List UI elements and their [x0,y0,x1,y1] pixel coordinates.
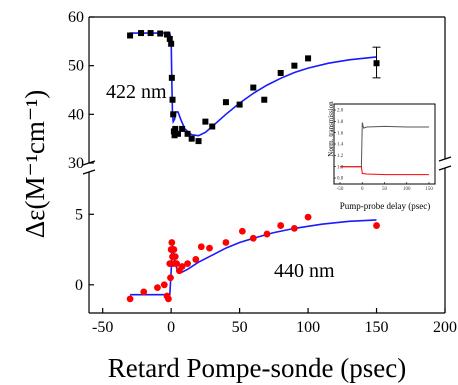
data-point-422 [195,138,202,145]
data-point-422 [179,125,186,132]
series-422-points [127,30,380,145]
x-axis-label: Retard Pompe-sonde (psec) [108,353,406,383]
x-tick-label: 150 [365,319,389,336]
inset-x-tick-label: 100 [403,187,411,192]
data-point-440 [206,244,213,252]
data-point-422 [277,69,284,76]
data-point-422 [175,130,181,137]
inset-chart: -50 0 50 100 150 0.8 1.0 1.2 1.4 1.6 1.8 2.0 Norm. … [327,101,436,211]
data-point-440 [173,260,181,268]
data-point-440 [290,225,298,232]
data-point-422 [236,101,243,108]
inset-y-tick-label: 1.8 [337,120,344,125]
data-point-440 [197,243,205,251]
inset-x-label: Pump-probe delay (psec) [340,201,430,211]
data-point-440 [167,274,174,282]
inset-x-tick-label: 0 [361,187,364,192]
data-point-440 [222,239,230,246]
data-point-422 [157,30,164,37]
data-point-440 [170,246,178,253]
inset-y-label: Norm. transmission [327,101,335,157]
inset-x-tick-label: -50 [337,187,344,192]
axis-ticks: -50 0 50 100 150 200 30 40 50 60 0 5 [68,9,457,336]
y-tick-label-upper: 60 [68,9,84,26]
data-point-440 [249,234,257,242]
data-point-422 [147,30,154,37]
data-point-440 [184,260,191,268]
annotation-440: 440 nm [274,260,335,282]
inset-y-tick-label: 2.0 [337,109,344,114]
inset-frame [333,103,436,185]
data-point-422 [171,132,178,139]
data-point-440 [126,295,134,303]
data-point-422 [127,32,134,39]
y-tick-label-upper: 50 [68,58,84,75]
data-point-422 [291,62,298,69]
data-point-440 [160,281,168,289]
inset-y-tick-label: 1.6 [337,131,344,136]
x-tick-label: 100 [296,319,320,336]
data-point-422 [184,130,191,137]
inset-series-line-1 [340,166,429,176]
y-tick-label-lower: 5 [75,206,83,223]
inset-y-tick-label: 0.8 [337,177,344,182]
data-point-440 [304,213,312,221]
series-440-points [126,213,380,303]
plot-frame [88,16,446,314]
inset-series-line-0 [340,122,429,168]
data-point-422 [250,84,257,91]
data-point-440 [168,239,176,246]
data-point-440 [154,284,161,292]
x-tick-label: 50 [232,319,248,336]
data-point-440 [165,295,172,303]
y-tick-label-lower: 0 [75,277,83,294]
data-point-440 [263,230,271,238]
inset-x-tick-label: 150 [425,187,433,192]
data-point-440 [238,227,246,235]
axis-break-right [438,156,452,171]
inset-x-tick-label: 50 [382,187,388,192]
data-point-422 [168,74,175,81]
inset-ticks: -50 0 50 100 150 0.8 1.0 1.2 1.4 1.6 1.8 2.0 [334,109,433,192]
data-point-422 [222,99,229,106]
x-tick-label: -50 [92,319,113,336]
data-point-422 [166,35,173,42]
y-axis-label: Δε(M⁻¹cm⁻¹) [20,90,50,238]
data-point-422 [164,31,171,38]
data-point-422 [188,135,195,142]
data-point-422 [172,125,179,132]
data-point-422 [305,55,312,62]
y-tick-label-upper: 40 [68,106,84,123]
data-point-422 [138,30,145,37]
x-tick-label: 0 [167,319,175,336]
data-point-422 [168,40,175,47]
inset-y-tick-label: 1.0 [337,165,344,170]
inset-y-tick-label: 1.2 [337,154,344,159]
inset-y-tick-label: 1.4 [337,143,344,148]
data-point-422 [170,111,177,118]
data-point-422 [209,123,216,130]
data-point-422 [169,96,176,103]
data-point-440 [178,263,186,270]
x-tick-label: 200 [433,319,457,336]
data-point-422 [261,96,268,103]
data-point-440 [277,222,285,229]
data-point-440 [140,288,148,296]
error-bar [372,46,381,79]
data-point-440 [171,253,179,260]
y-tick-label-upper: 30 [68,155,84,172]
annotation-422: 422 nm [106,81,167,103]
data-point-440 [373,222,380,229]
inset-series [340,122,429,176]
data-point-440 [192,256,200,263]
data-point-422 [202,118,209,125]
